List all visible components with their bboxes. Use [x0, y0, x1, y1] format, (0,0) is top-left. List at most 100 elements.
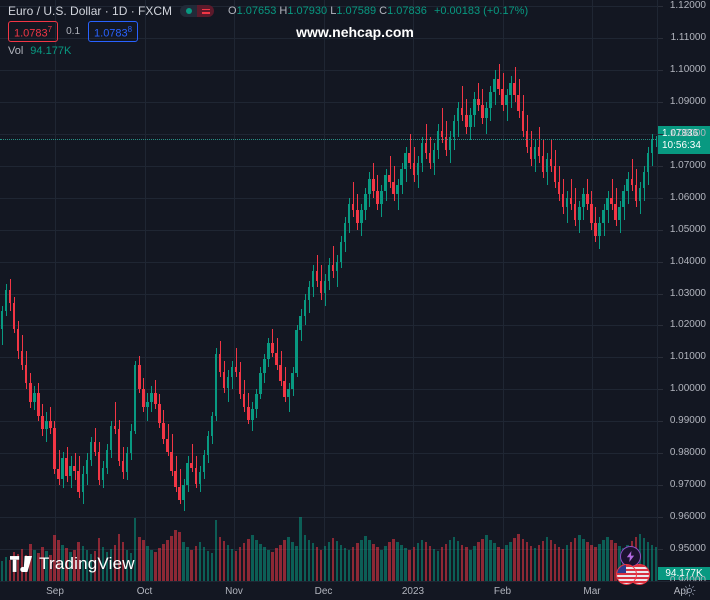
volume-bar — [33, 549, 36, 581]
volume-bar — [400, 545, 403, 581]
ask-price-base: 1.0783 — [94, 27, 128, 40]
lightning-bolt-icon[interactable] — [620, 546, 641, 567]
volume-bar — [553, 543, 557, 581]
gridline-vertical — [234, 0, 235, 581]
candle-body — [432, 149, 436, 163]
candle-body — [295, 330, 298, 374]
candle-body — [263, 358, 266, 374]
chart-plot-area[interactable] — [0, 0, 683, 582]
volume-bar — [339, 544, 343, 581]
candle-body — [77, 470, 80, 492]
time-axis-tick: 2023 — [401, 586, 425, 597]
candle-body — [109, 426, 113, 451]
candle-body — [364, 194, 367, 211]
price-axis-tick: 0.98000 — [669, 447, 706, 459]
high-value: 1.07930 — [287, 5, 328, 17]
candle-wick — [192, 443, 193, 473]
candle-wick — [398, 178, 399, 211]
time-axis-tick: Mar — [583, 586, 601, 597]
candle-body — [626, 178, 629, 192]
candle-body — [210, 416, 214, 436]
volume-bar — [295, 546, 298, 581]
volume-bar — [420, 539, 424, 581]
candle-body — [287, 389, 290, 398]
volume-bar — [41, 546, 44, 581]
candle-body — [81, 473, 84, 492]
spread-value: 0.1 — [66, 26, 81, 37]
candle-body — [408, 152, 411, 163]
candle-body — [214, 354, 218, 417]
candle-wick — [50, 406, 51, 435]
candle-body — [16, 328, 20, 351]
candle-body — [315, 271, 319, 281]
volume-bar — [170, 536, 173, 581]
time-axis[interactable]: Sep Oct Nov Dec 2023 Feb Mar Apr — [0, 581, 710, 600]
candle-body — [614, 204, 617, 221]
time-axis-tick: Nov — [225, 586, 243, 597]
volume-bar — [347, 550, 351, 581]
candle-body — [73, 466, 76, 471]
candle-body — [448, 136, 452, 150]
volume-bar — [53, 535, 56, 581]
candle-body — [541, 156, 545, 173]
candle-body — [428, 152, 432, 163]
price-axis-dash — [658, 421, 663, 423]
price-axis[interactable]: 1.07836 10:56:34 94.177K 1.12000 1.11000 1… — [657, 0, 710, 586]
price-axis-tick: 1.08000 — [669, 127, 706, 139]
candle-body — [501, 89, 504, 106]
volume-bar — [101, 547, 105, 581]
candle-body — [549, 159, 553, 166]
volume-bar — [565, 545, 569, 581]
gridline-horizontal — [0, 6, 658, 7]
candle-body — [271, 343, 274, 353]
volume-label: Vol — [8, 45, 24, 57]
volume-bar — [452, 536, 456, 581]
candle-body — [553, 165, 557, 182]
price-axis-tick: 1.07000 — [669, 159, 706, 171]
candle-body — [105, 450, 109, 468]
symbol-title[interactable]: Euro / U.S. Dollar · 1D · FXCM — [8, 4, 173, 18]
candle-body — [578, 207, 581, 221]
volume-bar — [29, 543, 32, 581]
candle-body — [618, 207, 621, 221]
price-axis-dash — [658, 229, 663, 231]
volume-bar — [473, 546, 476, 581]
volume-bar — [259, 543, 262, 581]
tradingview-logo-icon — [10, 556, 32, 572]
volume-bar — [105, 551, 109, 581]
volume-bar — [218, 537, 222, 581]
volume-bar — [247, 538, 250, 581]
gear-icon[interactable] — [683, 584, 696, 597]
volume-bar — [287, 536, 290, 581]
candle-body — [4, 290, 8, 312]
gridline-horizontal — [0, 421, 658, 423]
price-axis-dash — [658, 165, 663, 167]
candle-body — [497, 79, 500, 90]
close-label: C — [379, 5, 388, 17]
volume-bar — [267, 549, 270, 581]
volume-bar — [440, 547, 444, 581]
volume-bar — [646, 541, 650, 581]
volume-bar — [37, 553, 40, 581]
price-axis-dash — [658, 6, 663, 7]
volume-bar — [392, 538, 395, 581]
bid-price-pill[interactable]: 1.07837 — [8, 20, 59, 43]
volume-bar — [214, 520, 218, 581]
price-axis-tick: 1.10000 — [669, 63, 706, 75]
tradingview-branding[interactable]: TradingView — [10, 554, 135, 574]
data-source-toggle[interactable] — [180, 5, 215, 17]
candle-wick — [551, 140, 552, 173]
price-axis-dash — [658, 517, 663, 519]
volume-bar — [436, 551, 440, 581]
candle-body — [85, 459, 89, 474]
price-axis-dash — [658, 101, 663, 103]
volume-bar — [569, 541, 573, 581]
candle-body — [45, 421, 48, 430]
candle-body — [606, 197, 609, 211]
gridline-horizontal — [0, 69, 658, 71]
volume-bar — [521, 538, 524, 581]
ask-price-pill[interactable]: 1.07838 — [88, 20, 139, 43]
candle-body — [452, 121, 456, 137]
volume-bar — [271, 551, 274, 581]
chart-legend: Euro / U.S. Dollar · 1D · FXCM O1.07653 … — [8, 3, 528, 58]
